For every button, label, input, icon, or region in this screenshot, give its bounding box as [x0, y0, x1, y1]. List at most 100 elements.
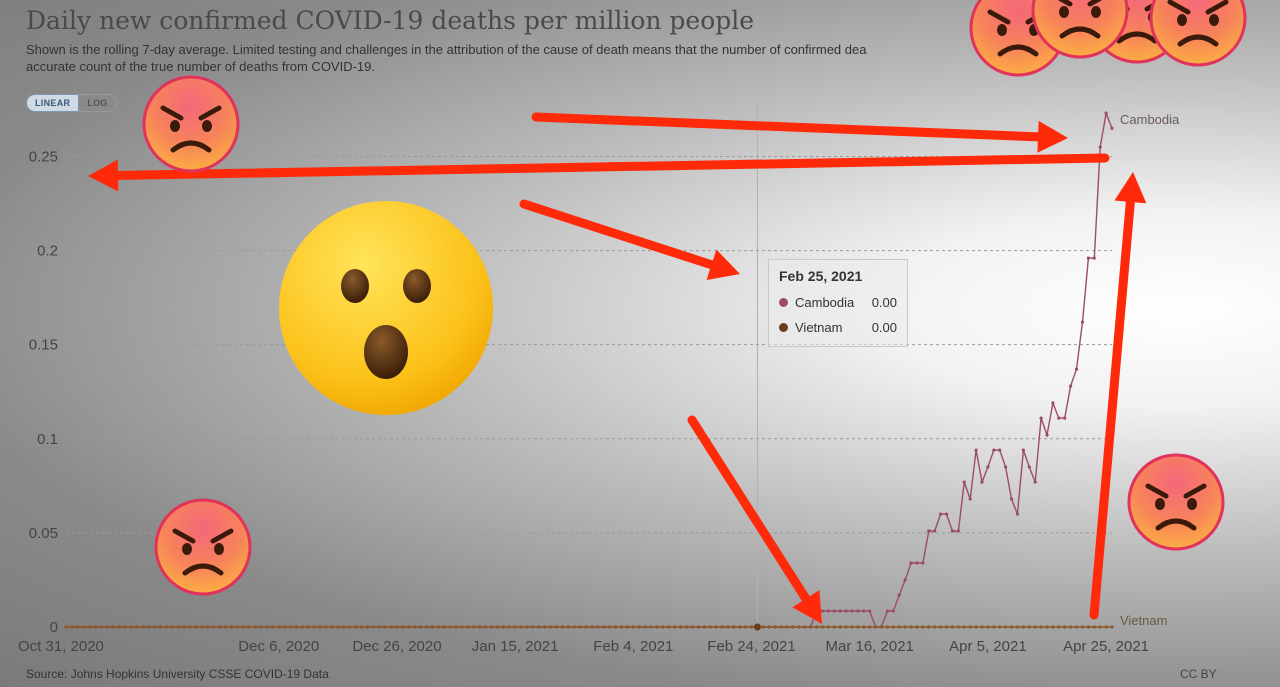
- y-tick-label: 0.25: [29, 148, 58, 165]
- data-point-vietnam: [578, 625, 582, 629]
- data-point-cambodia: [927, 529, 931, 533]
- data-point-vietnam: [838, 625, 842, 629]
- y-tick-label: 0.1: [37, 431, 58, 448]
- data-point-vietnam: [608, 625, 612, 629]
- data-point-vietnam: [82, 625, 86, 629]
- data-point-vietnam: [1104, 625, 1108, 629]
- data-point-vietnam: [826, 625, 830, 629]
- data-point-vietnam: [1098, 625, 1102, 629]
- data-point-cambodia: [862, 609, 866, 613]
- tooltip-series-name: Cambodia: [795, 295, 855, 310]
- data-point-cambodia: [1069, 384, 1073, 388]
- data-point-vietnam: [879, 625, 884, 629]
- data-point-vietnam: [584, 625, 588, 629]
- data-point-vietnam: [832, 625, 836, 629]
- data-point-vietnam: [436, 625, 440, 629]
- license-link[interactable]: CC BY: [1180, 667, 1217, 681]
- data-point-cambodia: [974, 448, 978, 452]
- arrow-shaft: [531, 112, 1043, 142]
- data-point-vietnam: [974, 625, 978, 629]
- data-point-vietnam: [631, 625, 635, 629]
- angry-face-icon: [144, 77, 238, 171]
- data-point-vietnam: [88, 625, 92, 629]
- data-point-cambodia: [956, 529, 960, 533]
- data-point-vietnam: [590, 625, 594, 629]
- data-point-vietnam: [495, 625, 500, 629]
- data-point-vietnam: [548, 625, 553, 629]
- data-point-vietnam: [129, 625, 133, 629]
- arrow-head-icon: [1037, 120, 1068, 153]
- data-point-vietnam: [383, 625, 387, 629]
- data-point-vietnam: [696, 625, 700, 629]
- data-point-vietnam: [489, 625, 494, 629]
- data-point-vietnam: [64, 625, 68, 629]
- data-point-vietnam: [613, 625, 618, 629]
- arrow-shaft: [519, 199, 716, 270]
- data-point-cambodia: [915, 561, 919, 565]
- data-point-vietnam: [797, 625, 801, 629]
- arrow-head-icon: [88, 159, 119, 192]
- data-point-vietnam: [353, 625, 358, 629]
- data-point-cambodia: [903, 578, 907, 582]
- data-point-vietnam: [939, 625, 943, 629]
- data-point-cambodia: [962, 480, 966, 484]
- data-point-cambodia: [909, 561, 913, 565]
- chart-subtitle: Shown is the rolling 7-day average. Limi…: [26, 41, 986, 75]
- data-point-cambodia: [1110, 126, 1114, 130]
- data-point-vietnam: [862, 625, 866, 629]
- data-point-vietnam: [909, 625, 913, 629]
- angry-face-icon: [156, 500, 250, 594]
- data-point-vietnam: [153, 625, 157, 629]
- data-point-vietnam: [844, 625, 848, 629]
- data-point-vietnam: [147, 625, 151, 629]
- linear-scale-button[interactable]: LINEAR: [26, 94, 80, 112]
- data-point-vietnam: [259, 625, 263, 629]
- data-point-vietnam: [1069, 625, 1073, 629]
- x-tick-label: Apr 5, 2021: [949, 638, 1027, 655]
- data-point-vietnam: [401, 625, 405, 629]
- data-point-vietnam: [188, 625, 192, 629]
- data-point-vietnam: [371, 625, 375, 629]
- data-point-cambodia: [921, 561, 925, 565]
- data-point-vietnam: [566, 625, 570, 629]
- data-point-cambodia: [1057, 416, 1061, 420]
- arrow-shaft: [687, 415, 811, 604]
- data-point-vietnam: [223, 625, 228, 629]
- data-point-vietnam: [170, 625, 174, 629]
- data-point-cambodia: [856, 609, 860, 613]
- data-point-vietnam: [507, 625, 511, 629]
- data-point-vietnam: [277, 625, 281, 629]
- data-point-vietnam: [714, 625, 718, 629]
- data-point-vietnam: [389, 625, 393, 629]
- log-scale-button[interactable]: LOG: [79, 94, 117, 112]
- data-point-vietnam: [1080, 625, 1085, 629]
- data-point-cambodia: [939, 512, 943, 516]
- data-point-vietnam: [560, 625, 565, 629]
- data-point-vietnam: [158, 625, 163, 629]
- data-point-vietnam: [247, 625, 251, 629]
- data-point-vietnam: [885, 625, 890, 629]
- data-point-cambodia: [885, 609, 890, 613]
- series-label-vietnam: Vietnam: [1120, 613, 1167, 628]
- data-point-cambodia: [838, 609, 842, 613]
- data-point-cambodia: [1027, 465, 1031, 469]
- data-point-vietnam: [661, 625, 665, 629]
- data-point-vietnam: [897, 625, 901, 629]
- data-point-cambodia: [1004, 465, 1008, 469]
- x-tick-label: Jan 15, 2021: [472, 638, 559, 655]
- data-point-vietnam: [519, 625, 523, 629]
- data-point-vietnam: [271, 625, 275, 629]
- data-point-vietnam: [413, 625, 417, 629]
- data-point-vietnam: [448, 625, 452, 629]
- data-point-vietnam: [773, 625, 777, 629]
- data-point-vietnam: [738, 625, 742, 629]
- data-point-vietnam: [667, 625, 671, 629]
- data-point-vietnam: [111, 625, 115, 629]
- data-point-vietnam: [418, 625, 423, 629]
- data-point-vietnam: [708, 625, 712, 629]
- data-point-vietnam: [1110, 625, 1114, 629]
- data-point-vietnam: [637, 625, 641, 629]
- data-point-vietnam: [891, 625, 895, 629]
- data-point-vietnam: [856, 625, 860, 629]
- data-point-vietnam: [348, 625, 352, 629]
